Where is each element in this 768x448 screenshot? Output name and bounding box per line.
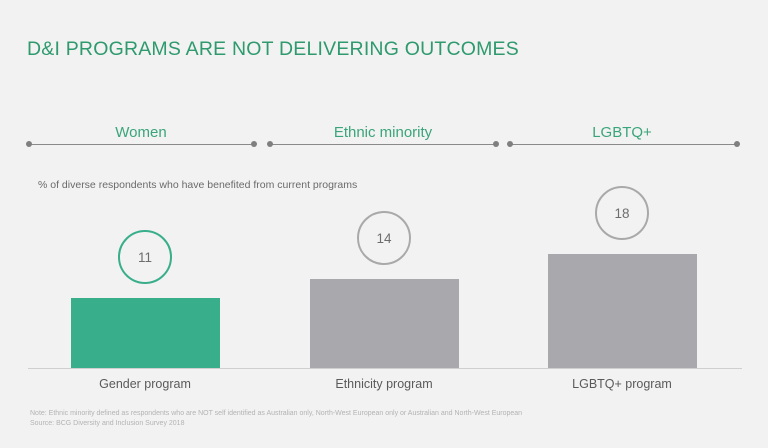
category-label-2: Ethnicity program xyxy=(335,377,433,391)
footnote: Note: Ethnic minority defined as respond… xyxy=(30,410,523,417)
chart-title: D&I PROGRAMS ARE NOT DELIVERING OUTCOMES xyxy=(27,38,519,60)
data-label-1: 11 xyxy=(118,230,172,285)
bar-gender-program xyxy=(70,298,220,368)
data-label-2: 14 xyxy=(357,211,411,266)
group-header-3: LGBTQ+ xyxy=(592,124,652,141)
group-divider-dot xyxy=(734,141,740,147)
group-header-2: Ethnic minority xyxy=(333,124,433,141)
chart-subtitle: % of diverse respondents who have benefi… xyxy=(38,179,358,191)
group-divider-dot xyxy=(26,141,32,147)
category-label-1: Gender program xyxy=(99,377,191,391)
group-divider-3 xyxy=(510,144,737,145)
category-label-3: LGBTQ+ program xyxy=(572,377,672,391)
group-divider-dot xyxy=(507,141,513,147)
source-note: Source: BCG Diversity and Inclusion Surv… xyxy=(30,420,185,427)
x-axis-baseline xyxy=(28,368,742,369)
bar-lgbtq-program xyxy=(547,254,697,368)
bar-ethnicity-program xyxy=(309,279,459,368)
data-label-3: 18 xyxy=(595,186,649,240)
group-divider-1 xyxy=(29,144,254,145)
group-divider-dot xyxy=(493,141,499,147)
group-divider-dot xyxy=(251,141,257,147)
group-header-1: Women xyxy=(115,124,167,141)
group-divider-2 xyxy=(270,144,496,145)
group-divider-dot xyxy=(267,141,273,147)
